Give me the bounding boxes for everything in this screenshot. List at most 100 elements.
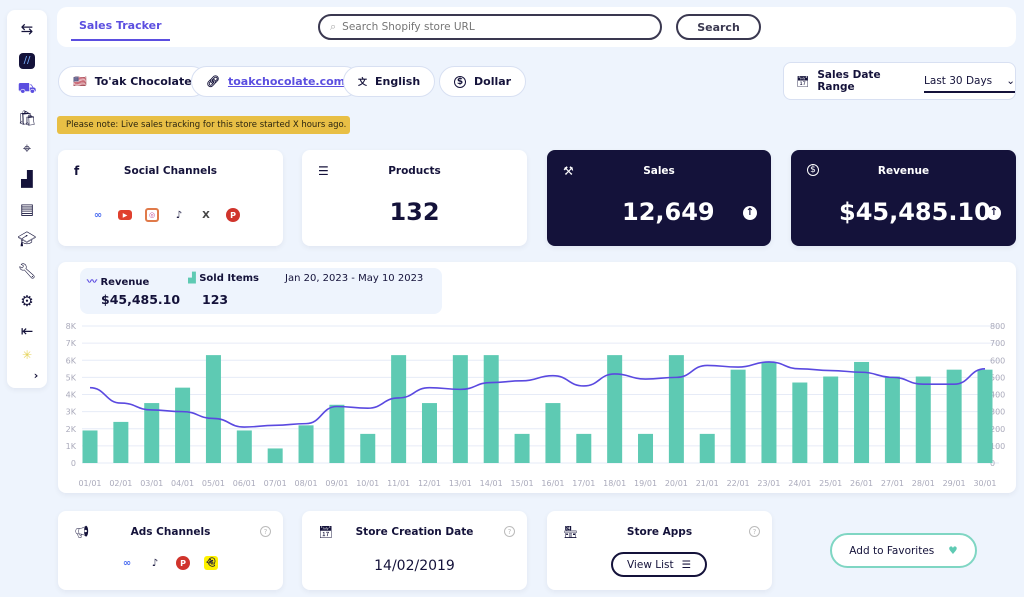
tiktok-icon[interactable]: ♪ — [151, 557, 159, 569]
x-tick-label: 16/01 — [541, 479, 564, 488]
tab-sales-tracker[interactable]: Sales Tracker — [71, 19, 170, 41]
card-title: Social Channels — [123, 165, 218, 177]
sold-items-bar — [730, 369, 746, 463]
x-tick-label: 09/01 — [325, 479, 348, 488]
sold-items-bar — [668, 355, 684, 463]
calendar-icon: 📅︎ — [318, 525, 334, 539]
sold-items-bar — [82, 430, 98, 463]
right-tick-label: 400 — [990, 391, 1005, 400]
left-tick-label: 0 — [71, 459, 76, 468]
ads-channels-card: 📢︎ Ads Channels ? ∞ ♪ P 👻︎ — [58, 511, 283, 590]
x-tick-label: 13/01 — [449, 479, 472, 488]
sold-items-bar — [761, 361, 777, 463]
help-icon[interactable]: ? — [504, 526, 515, 537]
x-tick-label: 20/01 — [665, 479, 688, 488]
store-url-pill[interactable]: 🔗︎ toakchocolate.com — [191, 66, 361, 97]
left-tick-label: 4K — [66, 391, 77, 400]
meta-icon[interactable]: ∞ — [122, 557, 132, 569]
store-apps-card: 🏪︎ Store Apps ? View List ☰ — [547, 511, 772, 590]
date-range-value: Last 30 Days — [924, 75, 993, 87]
card-title: Store Apps — [626, 526, 693, 538]
logout-icon[interactable]: ⇤ — [20, 322, 34, 340]
store-creation-card: 📅︎ Store Creation Date ? 14/02/2019 — [302, 511, 527, 590]
tools-icon[interactable]: 🔧︎ — [17, 262, 37, 280]
facebook-icon: f — [74, 164, 80, 178]
tiktok-icon[interactable]: ♪ — [175, 209, 183, 221]
snapchat-icon[interactable]: 👻︎ — [204, 556, 218, 570]
x-tick-label: 24/01 — [788, 479, 811, 488]
revenue-amount: $45,485.10 — [839, 198, 991, 226]
sold-items-bar — [360, 433, 376, 463]
sold-items-bar — [175, 387, 191, 463]
search-input[interactable] — [342, 21, 643, 33]
sold-items-bar — [452, 355, 468, 463]
sales-tracker-icon[interactable]: ⛟ — [17, 79, 37, 97]
sold-items-bar — [113, 421, 129, 463]
help-icon[interactable]: ? — [749, 526, 760, 537]
currency-pill: $ Dollar — [439, 66, 527, 97]
top-bar: Sales Tracker ⌕ Search — [57, 7, 1016, 47]
search-button[interactable]: Search — [676, 14, 761, 40]
list-icon: ☰ — [681, 558, 692, 571]
sold-items-bar — [884, 376, 900, 463]
instagram-icon[interactable]: ◎ — [145, 208, 159, 222]
gavel-icon: ⚒ — [563, 164, 574, 178]
sold-items-legend: Sold Items — [199, 273, 259, 284]
x-tick-label: 08/01 — [295, 479, 318, 488]
dollar-icon: $ — [807, 164, 819, 176]
date-span: Jan 20, 2023 - May 10 2023 — [285, 273, 424, 284]
sold-items-bar — [607, 355, 623, 463]
sun-icon[interactable]: ✳ — [21, 348, 33, 362]
x-tick-label: 05/01 — [202, 479, 225, 488]
chevron-down-icon: ⌄ — [1006, 75, 1015, 87]
help-icon[interactable]: ? — [260, 526, 271, 537]
revenue-legend: Revenue — [100, 277, 150, 288]
search-icon: ⌕ — [330, 20, 337, 33]
settings-icon[interactable]: ⚙ — [20, 292, 34, 310]
target-icon[interactable]: ⌖ — [22, 139, 32, 157]
dollar-icon: $ — [454, 75, 466, 88]
x-tick-label: 10/01 — [356, 479, 379, 488]
sales-chart-card: 〰 Revenue $45,485.10 ▟ Sold Items 123 Ja… — [58, 262, 1016, 493]
add-to-favorites-button[interactable]: Add to Favorites ♥ — [830, 533, 977, 568]
card-title: Store Creation Date — [355, 526, 474, 538]
x-tick-label: 01/01 — [78, 479, 101, 488]
right-tick-label: 600 — [990, 356, 1005, 365]
meta-icon[interactable]: ∞ — [93, 209, 103, 221]
x-tick-label: 07/01 — [264, 479, 287, 488]
sold-items-bar — [915, 376, 931, 463]
creation-date: 14/02/2019 — [374, 558, 455, 574]
youtube-icon[interactable]: ▶ — [118, 210, 132, 220]
sold-items-bar — [977, 369, 993, 463]
products-count: 132 — [389, 198, 440, 226]
sold-items-bar — [391, 355, 407, 463]
x-tick-label: 30/01 — [973, 479, 996, 488]
store-switch-icon[interactable]: ⇆ — [20, 20, 34, 38]
pinterest-icon[interactable]: P — [176, 556, 190, 570]
pinterest-icon[interactable]: P — [226, 208, 240, 222]
x-icon[interactable]: X — [202, 209, 210, 221]
translate-icon: 文 — [358, 78, 368, 88]
sold-items-bar — [699, 433, 715, 463]
store-url-link[interactable]: toakchocolate.com — [227, 75, 346, 88]
x-tick-label: 11/01 — [387, 479, 410, 488]
search-field[interactable]: ⌕ — [318, 14, 662, 40]
revenue-card: $ Revenue $45,485.10 ↑ — [791, 150, 1016, 246]
date-range-select[interactable]: Last 30 Days ⌄ — [924, 75, 1015, 93]
currency: Dollar — [474, 75, 512, 88]
right-tick-label: 800 — [990, 322, 1005, 331]
left-tick-label: 1K — [66, 442, 77, 451]
archive-icon[interactable]: ▤ — [19, 200, 35, 218]
expand-chevron-icon[interactable]: › — [33, 368, 39, 382]
sold-items-bar — [854, 361, 870, 463]
x-tick-label: 03/01 — [140, 479, 163, 488]
x-tick-label: 04/01 — [171, 479, 194, 488]
social-icons: ∞ ▶ ◎ ♪ X P — [91, 208, 240, 222]
rankings-icon[interactable]: ▟ — [21, 170, 33, 188]
academy-icon[interactable]: 🎓︎ — [17, 230, 37, 248]
date-range-label: Sales Date Range — [817, 69, 881, 93]
view-list-button[interactable]: View List ☰ — [611, 552, 707, 577]
x-tick-label: 27/01 — [881, 479, 904, 488]
shop-bag-icon[interactable]: 🛍︎ — [17, 109, 37, 127]
app-logo-icon[interactable]: // — [16, 50, 38, 72]
